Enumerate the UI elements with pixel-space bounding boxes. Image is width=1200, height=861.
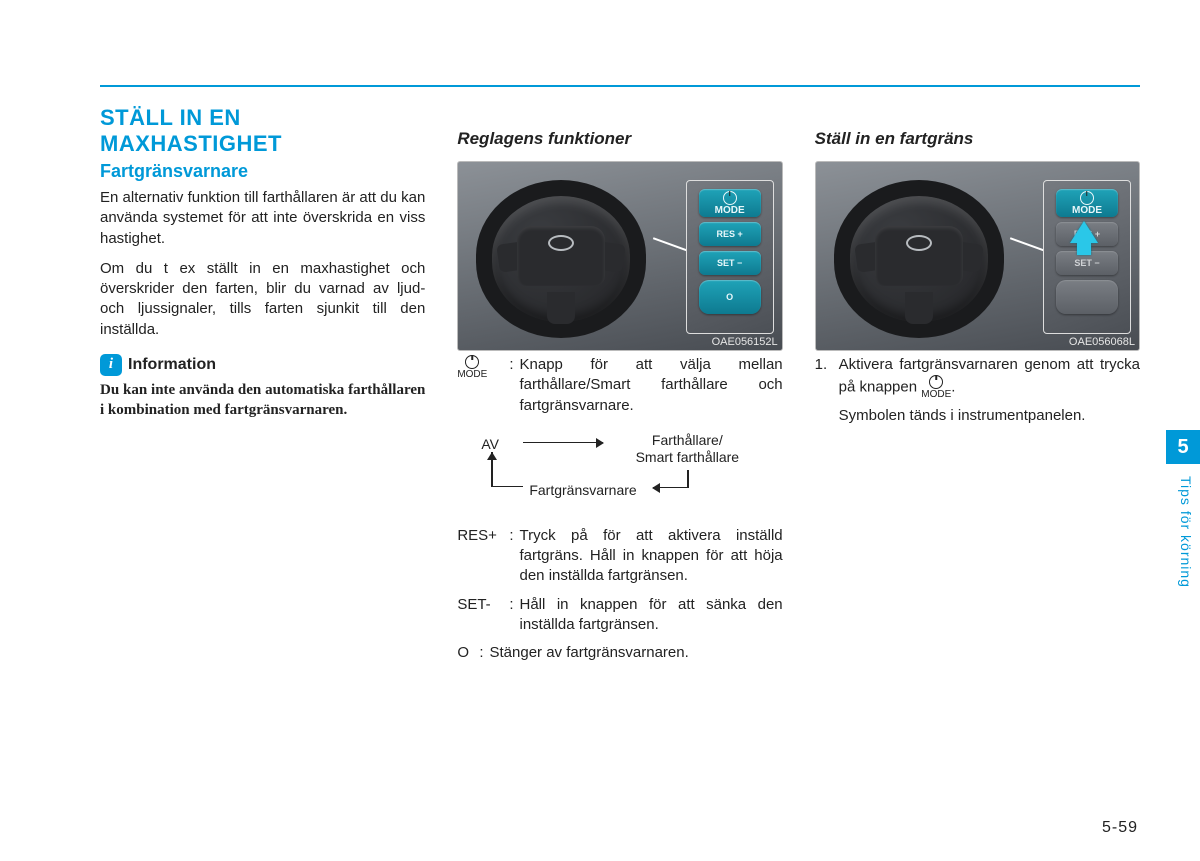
flow-arrow-right (523, 442, 603, 444)
definition-body: Håll in knappen för att sänka den instäl… (520, 595, 783, 636)
flow-connector-bl (491, 486, 523, 488)
definition-res: RES+ : Tryck på för att aktivera inställ… (457, 526, 782, 587)
flow-arrow-left-bottom (653, 487, 689, 489)
figure-set-limit: MODE RES + SET − OAE056068L (815, 161, 1140, 351)
mode-icon: MODE (921, 375, 951, 400)
definition-mode: MODE : Knapp för att välja mellan farthå… (457, 355, 782, 416)
definition-set: SET- : Håll in knappen för att sänka den… (457, 595, 782, 636)
definition-body: Knapp för att välja mellan farthållare/S… (520, 355, 783, 416)
mode-flow-diagram: AV Farthållare/ Smart farthållare Fartgr… (457, 432, 782, 512)
zoom-panel: MODE RES + SET − (1043, 180, 1131, 334)
main-title: STÄLL IN EN MAXHASTIGHET (100, 105, 425, 157)
flow-node-cruise: Farthållare/ Smart farthållare (617, 432, 757, 466)
cancel-button-icon (1056, 280, 1118, 314)
definition-label: RES+ (457, 526, 503, 587)
list-body: Aktivera fartgränsvarnaren genom att try… (839, 355, 1140, 427)
subtitle: Fartgränsvarnare (100, 161, 425, 182)
top-rule (100, 85, 1140, 87)
zoom-panel: MODE RES + SET − O (686, 180, 774, 334)
step-text-b: . (951, 379, 955, 396)
column-1: STÄLL IN EN MAXHASTIGHET Fartgränsvarnar… (100, 105, 425, 671)
flow-cruise-line2: Smart farthållare (636, 449, 739, 465)
mode-icon-label: MODE (457, 370, 487, 380)
figure-caption: OAE056152L (712, 336, 778, 348)
flow-cruise-line1: Farthållare/ (652, 432, 723, 448)
list-item: 1. Aktivera fartgränsvarnaren genom att … (815, 355, 1140, 427)
section-heading: Reglagens funktioner (457, 129, 782, 149)
flow-node-limiter: Fartgränsvarnare (529, 482, 636, 498)
definition-label: O (457, 643, 473, 663)
column-2: Reglagens funktioner MODE (457, 105, 782, 671)
flow-node-av: AV (481, 436, 499, 452)
info-label: Information (128, 356, 216, 374)
figure-caption: OAE056068L (1069, 336, 1135, 348)
mode-icon: MODE (457, 355, 487, 380)
info-icon: i (100, 354, 122, 376)
info-heading-row: i Information (100, 354, 425, 376)
mode-icon-label: MODE (921, 390, 951, 400)
flow-arrow-up-left (491, 452, 493, 486)
press-arrow-icon (1070, 221, 1098, 243)
set-minus-button-icon: SET − (699, 251, 761, 275)
flow-connector-dr (687, 470, 689, 488)
steering-wheel-illustration (476, 180, 646, 338)
section-heading: Ställ in en fartgräns (815, 129, 1140, 149)
mode-button-label: MODE (1072, 206, 1102, 216)
hyundai-logo-icon (906, 235, 932, 251)
content-columns: STÄLL IN EN MAXHASTIGHET Fartgränsvarnar… (100, 105, 1140, 671)
column-3: Ställ in en fartgräns MODE (815, 105, 1140, 671)
definition-o: O : Stänger av fartgränsvarnaren. (457, 643, 782, 663)
step-text-p2: Symbolen tänds i instrumentpanelen. (839, 406, 1140, 426)
cancel-button-icon: O (699, 280, 761, 314)
steering-wheel-illustration (834, 180, 1004, 338)
definition-body: Stänger av fartgränsvarnaren. (490, 643, 783, 663)
info-body: Du kan inte använda den automatiska fart… (100, 380, 425, 421)
definition-label: SET- (457, 595, 503, 636)
page-number: 5-59 (1102, 819, 1138, 837)
definition-body: Tryck på för att aktivera inställd fartg… (520, 526, 783, 587)
chapter-side-label: Tips för körning (1178, 476, 1194, 588)
res-plus-button-icon: RES + (699, 222, 761, 246)
step-text-a: Aktivera fartgränsvarnaren genom att try… (839, 356, 1140, 396)
list-number: 1. (815, 355, 833, 427)
mode-button-icon: MODE (699, 189, 761, 217)
hyundai-logo-icon (548, 235, 574, 251)
paragraph: Om du t ex ställt in en maxhastighet och… (100, 259, 425, 340)
figure-steering-controls: MODE RES + SET − O OAE056152L (457, 161, 782, 351)
chapter-tab: 5 (1166, 430, 1200, 464)
paragraph: En alternativ funktion till farthållaren… (100, 188, 425, 249)
mode-button-label: MODE (715, 206, 745, 216)
mode-button-highlighted-icon: MODE (1056, 189, 1118, 217)
